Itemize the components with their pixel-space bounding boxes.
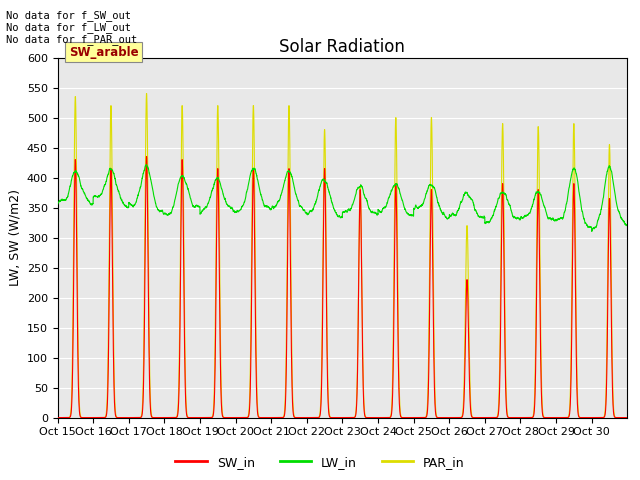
Title: Solar Radiation: Solar Radiation [280, 38, 405, 56]
Text: No data for f_LW_out: No data for f_LW_out [6, 22, 131, 33]
Text: No data for f_SW_out: No data for f_SW_out [6, 10, 131, 21]
Text: SW_arable: SW_arable [69, 46, 139, 59]
Legend: SW_in, LW_in, PAR_in: SW_in, LW_in, PAR_in [170, 451, 470, 474]
Y-axis label: LW, SW (W/m2): LW, SW (W/m2) [8, 189, 21, 286]
Text: No data for f_PAR_out: No data for f_PAR_out [6, 34, 138, 45]
